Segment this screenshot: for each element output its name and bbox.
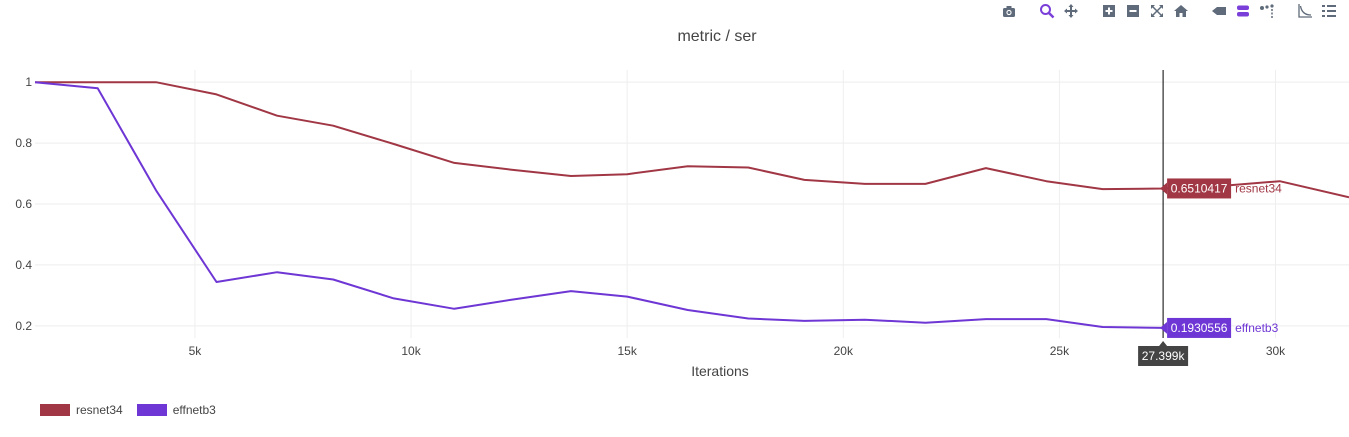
modebar-group [1035,1,1083,21]
hover-compare-icon[interactable] [1255,1,1279,21]
autoscale-icon[interactable] [1145,1,1169,21]
x-tick-label: 10k [401,344,421,358]
x-tick-label: 5k [189,344,203,358]
hover-x-label-box [1138,346,1189,366]
hover-series-name-effnetb3: effnetb3 [1235,321,1278,335]
legend-item-resnet34[interactable]: resnet34 [40,403,123,417]
camera-icon[interactable] [997,1,1021,21]
reset-axes-icon[interactable] [1169,1,1193,21]
legend-label: resnet34 [76,403,123,417]
legend-item-effnetb3[interactable]: effnetb3 [136,403,216,417]
spike-lines-icon[interactable] [1207,1,1231,21]
hover-closest-icon[interactable] [1231,1,1255,21]
log-scale-icon[interactable] [1293,1,1317,21]
y-tick-label: 0.6 [15,197,32,211]
hover-label-pointer-effnetb3 [1160,321,1168,334]
legend-toggle-icon[interactable] [1317,1,1341,21]
modebar-group [1207,1,1279,21]
hover-series-name-resnet34: resnet34 [1235,181,1282,195]
hover-value-box-resnet34 [1167,178,1232,199]
y-tick-label: 1 [25,75,32,89]
series-line-effnetb3[interactable] [34,81,1164,329]
legend-swatch [136,404,167,416]
modebar-group [1293,1,1341,21]
zoom-out-icon[interactable] [1121,1,1145,21]
zoom-icon[interactable] [1035,1,1059,21]
modebar-group [997,1,1021,21]
hover-x-label-pointer [1159,341,1168,346]
series-line-resnet34[interactable] [35,81,1349,199]
y-tick-label: 0.4 [15,258,32,272]
x-tick-label: 25k [1050,344,1070,358]
chart-title: metric / ser [677,28,757,45]
y-tick-label: 0.8 [15,136,32,150]
plot-area[interactable]: 5k 10k 15k 20k 25k 30k 1 0.8 0.6 0.4 0.2 Iterations… [0,0,1349,400]
modebar [983,0,1341,22]
hover-value-box-effnetb3 [1167,317,1232,338]
modebar-group [1097,1,1193,21]
hover-label-pointer-resnet34 [1160,182,1168,195]
hover-value-resnet34: 0.6510417 [1171,181,1228,195]
legend: resnet34 effnetb3 [40,403,216,417]
x-axis-label: Iterations [691,363,749,379]
x-tick-label: 15k [617,344,637,358]
hover-x-label: 27.399k [1142,349,1186,363]
y-tick-label: 0.2 [15,319,32,333]
x-tick-label: 20k [834,344,854,358]
legend-label: effnetb3 [172,403,216,417]
hover-value-effnetb3: 0.1930556 [1171,321,1228,335]
pan-icon[interactable] [1059,1,1083,21]
legend-swatch [40,404,70,416]
x-tick-label: 30k [1266,344,1286,358]
zoom-in-icon[interactable] [1097,1,1121,21]
